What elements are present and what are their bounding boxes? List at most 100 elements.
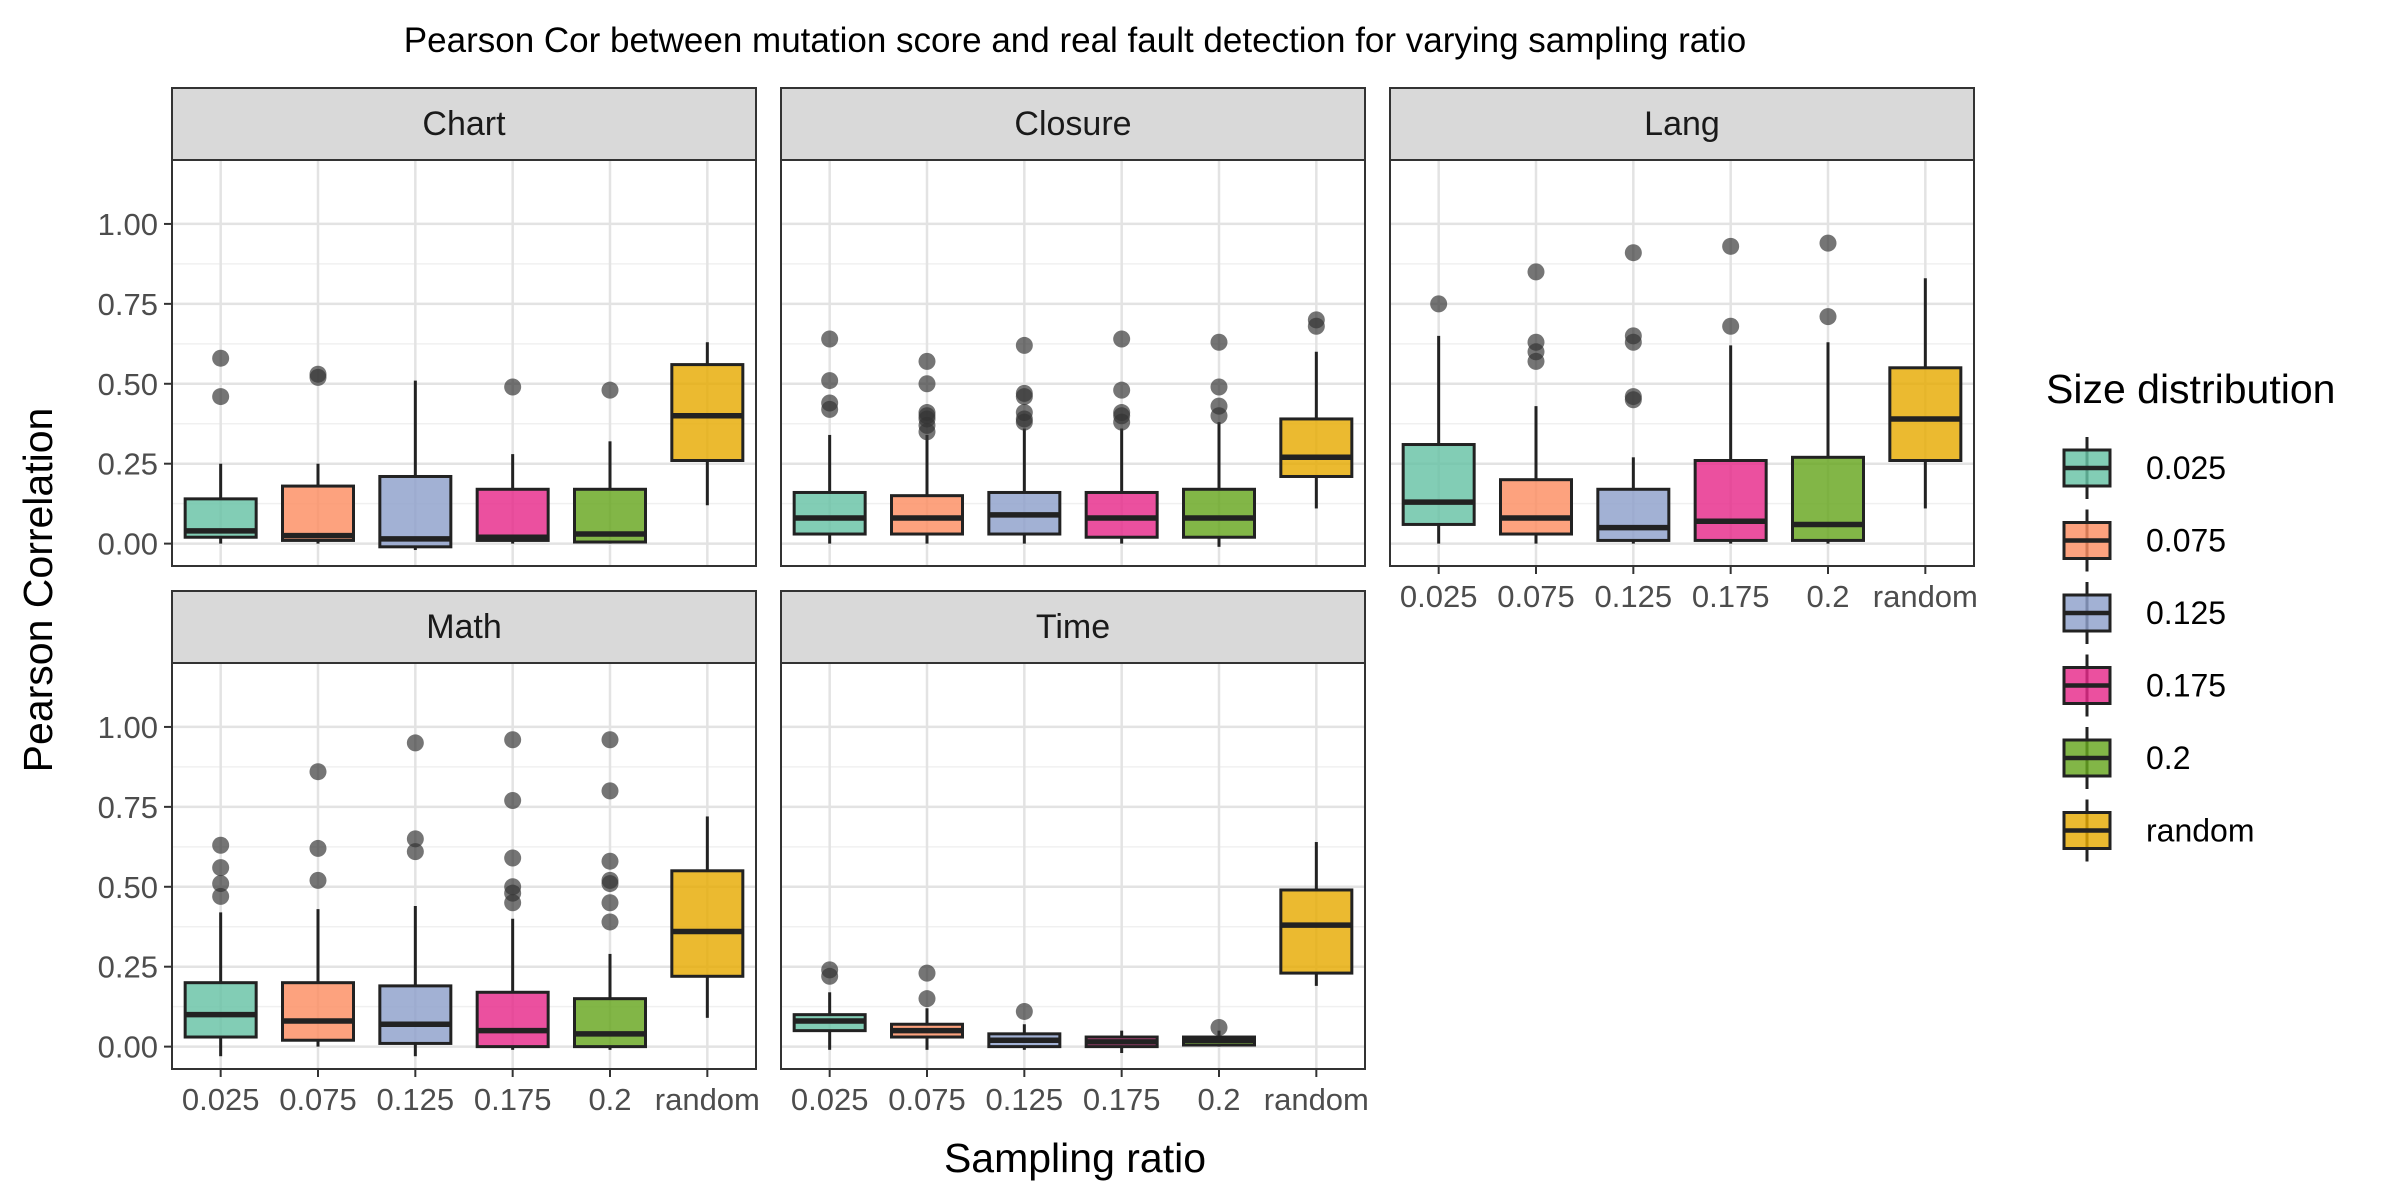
y-tick-label: 0.75: [98, 790, 158, 825]
box-body: [475, 487, 550, 542]
outlier-point: [1113, 381, 1131, 399]
plot-area: [172, 160, 756, 566]
box-body: [1693, 459, 1768, 542]
outlier-point: [601, 381, 619, 399]
facet-strip-label: Math: [426, 608, 502, 646]
x-tick-label: 0.025: [791, 1082, 869, 1117]
legend-item: 0.2: [2062, 727, 2190, 789]
outlier-point: [1015, 384, 1033, 402]
box-0.125: [378, 734, 453, 1057]
outlier-point: [1819, 234, 1837, 252]
x-tick-label: 0.125: [1595, 579, 1673, 614]
outlier-point: [918, 990, 936, 1008]
outlier-point: [1722, 317, 1740, 335]
box-random: [1279, 842, 1354, 986]
outlier-point: [918, 964, 936, 982]
box-0.175: [475, 731, 550, 1050]
box-body: [1596, 487, 1671, 542]
outlier-point: [601, 913, 619, 931]
box-body: [1182, 487, 1256, 539]
box-0.125: [987, 1002, 1062, 1050]
x-tick-label: 0.175: [1692, 579, 1770, 614]
outlier-point: [406, 830, 424, 848]
panel-border: [171, 159, 757, 567]
box-random: [1279, 311, 1354, 509]
box-body: [792, 490, 867, 536]
x-tick-label: 0.075: [279, 1082, 357, 1117]
outlier-point: [504, 791, 522, 809]
x-tick-label: 0.2: [1806, 579, 1849, 614]
box-body: [670, 363, 745, 463]
box-0.025: [792, 330, 867, 544]
x-tick-label: 0.175: [474, 1082, 552, 1117]
box-0.175: [1693, 237, 1768, 544]
facet-strip-label: Chart: [422, 105, 506, 143]
outlier-point: [918, 352, 936, 370]
outlier-point: [504, 878, 522, 896]
y-tick-label: 1.00: [98, 710, 158, 745]
box-random: [670, 342, 745, 506]
outlier-point: [1113, 330, 1131, 348]
box-0.025: [1401, 295, 1476, 544]
outlier-point: [212, 836, 230, 854]
box-body: [1888, 366, 1963, 463]
panel-border: [1389, 159, 1975, 567]
panel-border: [780, 159, 1366, 567]
outlier-point: [406, 734, 424, 752]
x-tick-label: random: [655, 1082, 760, 1117]
box-0.075: [1499, 263, 1573, 544]
outlier-point: [309, 871, 327, 889]
facet-panel: Chart 0.00 0.25 0.50 0.75 1.00: [98, 87, 757, 567]
outlier-point: [212, 887, 230, 905]
facet-panel: Math 0.00 0.25 0.50 0.75 1.00 0.025 0.075 0.125 0…: [98, 590, 760, 1117]
box-0.075: [281, 365, 355, 544]
box-random: [1888, 278, 1963, 509]
outlier-point: [212, 388, 230, 406]
box-0.2: [573, 731, 647, 1050]
box-random: [670, 816, 745, 1018]
box-0.125: [1596, 244, 1671, 544]
outlier-point: [821, 330, 839, 348]
y-tick-label: 0.25: [98, 950, 158, 985]
outlier-point: [406, 843, 424, 861]
outlier-point: [918, 375, 936, 393]
legend-item: 0.175: [2062, 654, 2226, 717]
outlier-point: [504, 849, 522, 867]
x-tick-label: 0.125: [377, 1082, 455, 1117]
legend-title: Size distribution: [2046, 366, 2335, 412]
outlier-point: [1307, 311, 1325, 329]
y-tick-label: 1.00: [98, 207, 158, 242]
outlier-point: [1819, 308, 1837, 326]
outlier-point: [1527, 263, 1545, 281]
outlier-point: [212, 859, 230, 877]
outlier-point: [918, 404, 936, 422]
box-0.2: [1182, 333, 1256, 547]
x-tick-label: 0.175: [1083, 1082, 1161, 1117]
box-body: [1279, 888, 1354, 975]
legend-item: 0.125: [2062, 582, 2226, 644]
facet-panel: Lang 0.025 0.075 0.125 0.175 0.2 random: [1389, 87, 1978, 614]
x-tick-label: random: [1264, 1082, 1369, 1117]
outlier-point: [601, 871, 619, 889]
box-body: [183, 981, 258, 1039]
facet-strip: [780, 87, 1366, 161]
outlier-point: [601, 782, 619, 800]
x-tick-label: 0.075: [888, 1082, 966, 1117]
box-body: [1499, 478, 1573, 536]
outlier-point: [1210, 378, 1228, 396]
outlier-point: [309, 365, 327, 383]
box-body: [475, 990, 550, 1049]
box-0.075: [890, 964, 964, 1050]
plot-area: [781, 160, 1365, 566]
x-tick-label: 0.2: [1197, 1082, 1240, 1117]
box-body: [1791, 455, 1865, 542]
chart-title: Pearson Cor between mutation score and r…: [404, 21, 1746, 60]
outlier-point: [1624, 388, 1642, 406]
x-tick-label: 0.025: [182, 1082, 260, 1117]
legend-label: 0.2: [2146, 740, 2190, 776]
box-0.2: [1182, 1018, 1256, 1047]
box-0.025: [183, 349, 258, 544]
box-body: [378, 474, 453, 549]
outlier-point: [601, 894, 619, 912]
